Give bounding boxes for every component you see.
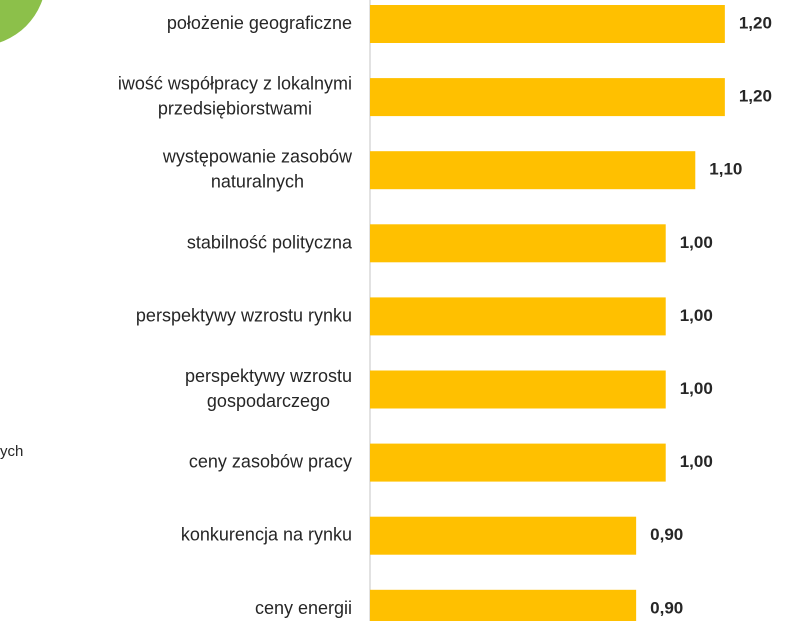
category-label: ceny energii: [255, 598, 352, 618]
category-label: iwość współpracy z lokalnymi przedsiębior…: [118, 73, 352, 118]
value-label: 0,90: [650, 525, 683, 544]
value-label: 1,00: [680, 452, 713, 471]
value-label: 0,90: [650, 598, 683, 617]
bar: [370, 589, 637, 621]
value-label: 1,00: [680, 306, 713, 325]
category-label: perspektywy wzrostu gospodarczego: [185, 366, 352, 411]
value-label: 1,10: [709, 160, 742, 179]
decor-circle: [0, 0, 43, 43]
bar: [370, 5, 725, 43]
bar: [370, 151, 696, 190]
category-label: ceny zasobów pracy: [189, 451, 352, 471]
annotation: ych: [0, 443, 23, 460]
value-label: 1,00: [680, 379, 713, 398]
bar: [370, 370, 666, 409]
category-label: konkurencja na rynku: [181, 524, 352, 544]
category-label: perspektywy wzrostu rynku: [136, 305, 352, 325]
category-label: stabilność polityczna: [187, 232, 353, 252]
value-label: 1,20: [739, 13, 772, 32]
bar: [370, 443, 666, 482]
value-label: 1,00: [680, 233, 713, 252]
bar: [370, 516, 637, 555]
bar: [370, 224, 666, 263]
value-label: 1,20: [739, 87, 772, 106]
bar: [370, 78, 725, 117]
category-label: występowanie zasobów naturalnych: [162, 146, 353, 191]
category-label: położenie geograficzne: [167, 13, 352, 33]
bar: [370, 297, 666, 336]
